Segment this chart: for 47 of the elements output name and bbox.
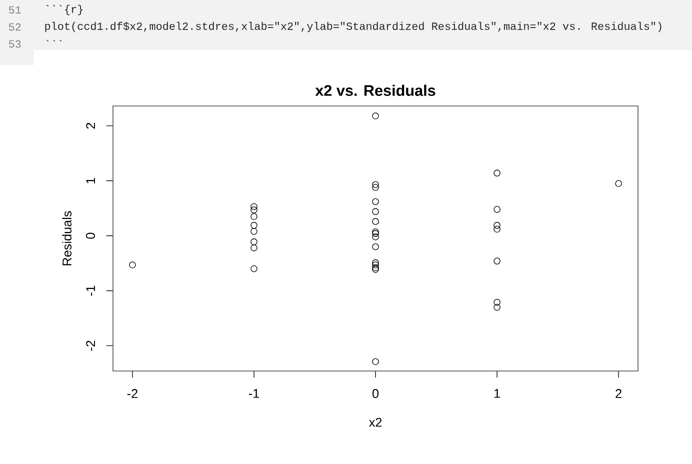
chart-title: x2 vs. Residuals [315, 84, 436, 96]
x-tick-label: 1 [494, 389, 500, 398]
text: plot(ccd1.df$x2,model2.stdres,xlab="x2",ylab="Standardized Residuals",main="x2 vs. Residuals") [45, 22, 662, 32]
point [615, 180, 622, 187]
y-tick-label: -2 [86, 340, 95, 351]
point [250, 228, 258, 235]
point [250, 244, 258, 252]
text: 53 [8, 40, 21, 48]
text: ```{r} [46, 4, 82, 16]
point [372, 261, 379, 268]
point [250, 238, 258, 246]
point [494, 258, 500, 264]
point [494, 304, 500, 311]
text: ``` [46, 40, 62, 42]
point [372, 233, 379, 240]
text: 52 [8, 23, 21, 31]
text: 51 [8, 6, 21, 14]
point [372, 184, 379, 191]
point [372, 198, 379, 206]
point [372, 243, 379, 250]
point [250, 203, 258, 210]
y-axis-title: Residuals [62, 211, 72, 266]
point [494, 206, 500, 213]
x-axis-title: x2 [368, 418, 382, 427]
point [494, 298, 500, 306]
point [372, 112, 379, 120]
point [250, 206, 258, 214]
x-tick-label: -1 [248, 389, 259, 398]
point [129, 261, 136, 268]
y-tick-label: -1 [86, 286, 95, 296]
x-tick-label: 0 [372, 389, 379, 398]
point [494, 222, 500, 229]
point [494, 226, 500, 233]
y-tick-label: 0 [86, 232, 95, 239]
point [494, 170, 500, 176]
point [250, 213, 258, 220]
x-tick-label: 2 [616, 389, 622, 398]
x-tick-label: -2 [127, 389, 138, 398]
y-tick-label: 2 [86, 122, 95, 129]
point [372, 208, 379, 215]
point [372, 358, 379, 366]
y-tick-label: 1 [86, 178, 95, 184]
point [250, 222, 258, 229]
point [250, 265, 258, 272]
point [372, 181, 379, 188]
point [372, 259, 379, 266]
point [372, 218, 379, 225]
